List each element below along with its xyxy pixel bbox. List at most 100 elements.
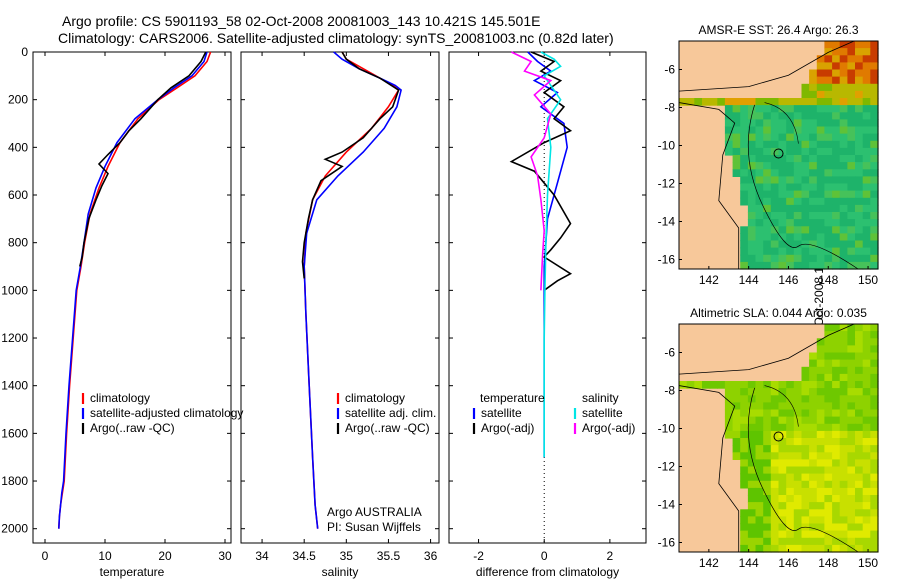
sla_map-cell (747, 438, 757, 446)
sla_map-cell (870, 373, 879, 382)
sst_map-cell (832, 240, 841, 249)
sla_map-cell (855, 345, 864, 354)
sst_map-cell (839, 183, 848, 192)
sst_map-cell (870, 204, 879, 213)
sst_map-cell (870, 119, 879, 128)
sla_map-cell (855, 381, 864, 389)
sla_map-xtick-label: 148 (818, 556, 838, 570)
sst_map-cell (839, 133, 848, 142)
sla_map-cell (770, 509, 780, 517)
sst_map-cell (724, 140, 734, 149)
sla_map-cell (870, 502, 879, 510)
sla_map-cell (832, 502, 841, 510)
sla_map-cell (832, 416, 841, 425)
temp-legend-argo: Argo(..raw -QC) (90, 421, 175, 435)
sla_map-cell (778, 452, 787, 460)
sst_map-cell (832, 76, 841, 85)
sst_map-cell (816, 190, 826, 199)
sst_map-xtick-label: 150 (858, 273, 878, 287)
sla_map-cell (824, 466, 833, 475)
sst_map-argo-marker (773, 148, 784, 159)
argo-australia-annotation: Argo AUSTRALIA (327, 505, 422, 519)
sla_map-cell (839, 523, 848, 532)
sla_map-cell (816, 537, 826, 546)
sst_map-cell (755, 133, 764, 142)
sla_map-xtick-label: 144 (739, 556, 759, 570)
sla_map-cell (870, 366, 879, 375)
sla_map-cell (862, 416, 871, 425)
sst_map-cell (770, 140, 780, 149)
sla_map-cell (786, 388, 795, 396)
sst_map-cell (809, 155, 818, 163)
sst_map-cell (801, 240, 810, 249)
sst_map-cell (786, 226, 795, 234)
sla_map-cell (770, 480, 780, 489)
sst_map-cell (724, 105, 734, 113)
sst_map-cell (816, 140, 826, 149)
sla_map-cell (786, 438, 795, 446)
sst_map-cell (809, 119, 818, 128)
temperature-series-climatology (58, 51, 212, 529)
sla_map-cell (855, 409, 864, 418)
sla_map-cell (824, 445, 833, 453)
sst_map-cell (801, 133, 810, 142)
sla_map-cell (832, 537, 841, 546)
sla_map-cell (847, 373, 856, 382)
sla_map-cell (809, 409, 818, 418)
sla_map-cell (732, 438, 741, 446)
sst_map-cell (816, 183, 826, 192)
sla_map-cell (732, 452, 741, 460)
sst_map-cell (702, 98, 711, 106)
sla_map-cell (862, 359, 871, 368)
sst_map-cell (862, 155, 871, 163)
sst_map-cell (855, 197, 864, 206)
sla_map-cell (747, 430, 757, 439)
sal-legend-argo: Argo(..raw -QC) (345, 421, 430, 435)
sla_map-cell (747, 509, 757, 517)
sst_map-cell (786, 247, 795, 256)
sla_map-cell (770, 495, 780, 503)
sst_map-cell (755, 240, 764, 249)
depth-tick-label: 1600 (1, 426, 28, 440)
sst_map-cell (870, 147, 879, 156)
sla_map-cell (870, 523, 879, 532)
sst_map-cell (855, 119, 864, 128)
sst_map-cell (770, 98, 780, 106)
sla_map-cell (747, 381, 757, 389)
sst_map-cell (855, 83, 864, 92)
sst_map-cell (740, 247, 749, 256)
sst_map-cell (740, 169, 749, 177)
sla_map-cell (832, 395, 841, 403)
sst_map-cell (824, 48, 833, 56)
sla_map-cell (740, 402, 749, 411)
sst_map-cell (793, 169, 803, 177)
sst_map-xtick-label: 146 (778, 273, 798, 287)
sst_map-cell (847, 62, 856, 71)
sla_map-cell (816, 473, 826, 482)
sla_map-cell (862, 452, 871, 460)
sla_map-cell (732, 416, 741, 425)
sla_map-cell (786, 495, 795, 503)
sla_map-cell (747, 487, 757, 496)
side-timestamp: CSIRO 09-Oct-2008 10:31:19 (812, 226, 826, 385)
sla_map-cell (793, 388, 803, 396)
sst_map-cell (816, 105, 826, 113)
sst_map-cell (870, 169, 879, 177)
sst_map-cell (778, 261, 787, 270)
sla_map-cell (778, 459, 787, 468)
sst_map-cell (801, 112, 810, 120)
sst_map-cell (824, 147, 833, 156)
sst_map-cell (847, 98, 856, 106)
sst_map-cell (801, 219, 810, 227)
diff-legend-sal-satellite: satellite (582, 406, 623, 420)
sla_map-cell (755, 395, 764, 403)
sla_map-cell (763, 473, 772, 482)
sla_map-cell (679, 381, 688, 389)
sla_map-cell (793, 502, 803, 510)
sst_map-north-coastline (678, 40, 855, 92)
sst_map-cell (870, 162, 879, 170)
sla_map-cell (832, 430, 841, 439)
sla_map-cell (809, 523, 818, 532)
sla_map-cell (755, 402, 764, 411)
